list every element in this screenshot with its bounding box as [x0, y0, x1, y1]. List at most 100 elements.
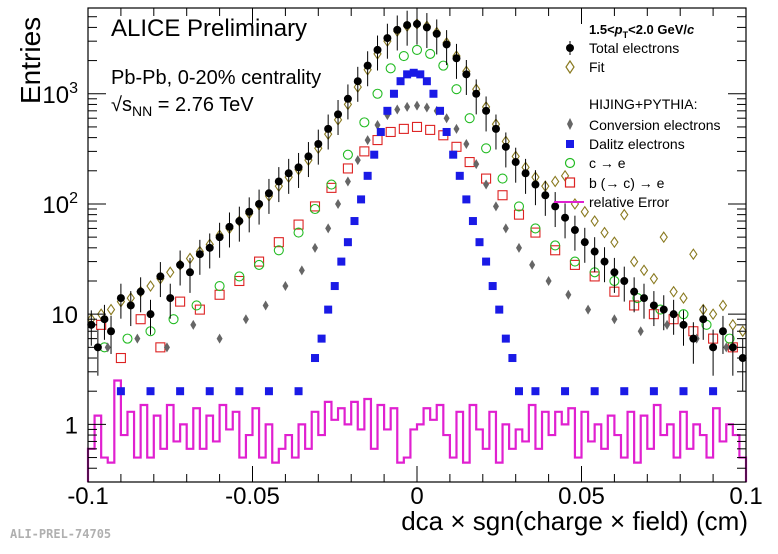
data-point [357, 195, 366, 204]
data-point [163, 342, 170, 353]
data-point [324, 305, 333, 314]
data-point [569, 256, 580, 267]
data-point [175, 296, 186, 307]
data-point [649, 272, 659, 285]
legend: 1.5<pT<2.0 GeV/c Total electrons Fit HIJ… [554, 22, 721, 210]
data-point [255, 199, 264, 208]
data-point [689, 334, 698, 343]
data-point [190, 319, 197, 330]
data-layer [86, 9, 748, 482]
data-point [569, 259, 580, 270]
data-point [304, 152, 313, 161]
data-point [580, 205, 589, 218]
data-point [541, 191, 550, 200]
data-point [462, 70, 471, 79]
data-point [309, 201, 321, 212]
data-point [501, 142, 510, 151]
data-point [166, 266, 175, 279]
data-point [443, 113, 450, 124]
data-point [93, 343, 102, 352]
data-point [363, 171, 372, 180]
data-point [342, 163, 353, 174]
data-point [264, 189, 273, 198]
data-point [513, 209, 525, 220]
data-point [373, 45, 382, 54]
data-point [293, 227, 304, 238]
data-point [374, 120, 381, 131]
data-point [274, 177, 283, 186]
series-conversion-electrons [104, 100, 730, 353]
y-axis-label: Entries [15, 17, 46, 104]
data-point [530, 227, 541, 238]
legend-label-total: Total electrons [589, 40, 679, 56]
data-point [708, 308, 718, 321]
data-point [640, 294, 649, 303]
data-point [324, 124, 333, 133]
energy-label: √sNN = 2.76 TeV [111, 94, 254, 119]
y-tick-label: 103 [42, 80, 78, 109]
data-point [393, 25, 402, 34]
data-point [326, 182, 337, 193]
data-point [590, 215, 599, 227]
data-point [235, 387, 244, 396]
data-point [709, 387, 718, 396]
data-point [570, 226, 579, 235]
data-point [513, 201, 525, 212]
data-point [452, 54, 461, 63]
data-point [620, 276, 629, 285]
data-point [449, 150, 458, 159]
data-point [385, 126, 396, 138]
data-point [481, 143, 492, 154]
data-point [234, 271, 245, 282]
legend-marker-beauty [564, 177, 576, 188]
data-point [451, 84, 462, 95]
data-point [404, 101, 411, 112]
data-point [385, 63, 396, 74]
data-point [311, 354, 320, 363]
data-point [521, 169, 530, 178]
data-point [473, 159, 480, 170]
data-point [502, 223, 509, 234]
data-point [273, 237, 284, 248]
data-point [550, 240, 561, 251]
data-point [294, 163, 303, 172]
data-point [185, 268, 194, 277]
data-point [309, 203, 321, 215]
data-point [330, 282, 339, 291]
data-point [442, 127, 451, 136]
data-point [396, 77, 405, 86]
chart-title: ALICE Preliminary [111, 15, 307, 42]
legend-label-beauty: b (→ c) → e [589, 175, 665, 191]
data-point [629, 255, 639, 268]
data-point [669, 285, 678, 298]
data-point [659, 305, 668, 314]
data-point [264, 387, 273, 396]
data-point [234, 275, 245, 287]
data-point [398, 123, 409, 134]
data-point [245, 207, 254, 216]
data-point [262, 300, 269, 311]
legend-label-charm: c → e [589, 155, 626, 171]
model-label: HIJING+PYTHIA: [589, 96, 698, 112]
data-point [529, 259, 536, 270]
data-point [724, 333, 735, 344]
y-tick-label: 1 [65, 412, 78, 439]
legend-label-fit: Fit [589, 59, 605, 75]
data-point [372, 88, 383, 99]
data-point [600, 257, 609, 266]
x-tick-label: -0.1 [67, 483, 108, 510]
data-point [216, 333, 223, 344]
data-point [565, 289, 572, 300]
data-point [354, 155, 361, 166]
data-point [590, 247, 599, 256]
data-point [359, 117, 370, 128]
data-point [508, 354, 517, 363]
data-point [637, 326, 644, 337]
data-point [463, 139, 470, 150]
data-point [337, 257, 346, 266]
data-point [436, 106, 445, 115]
y-tick-base: 10 [42, 82, 69, 109]
data-point [116, 387, 125, 396]
data-point [273, 245, 284, 256]
